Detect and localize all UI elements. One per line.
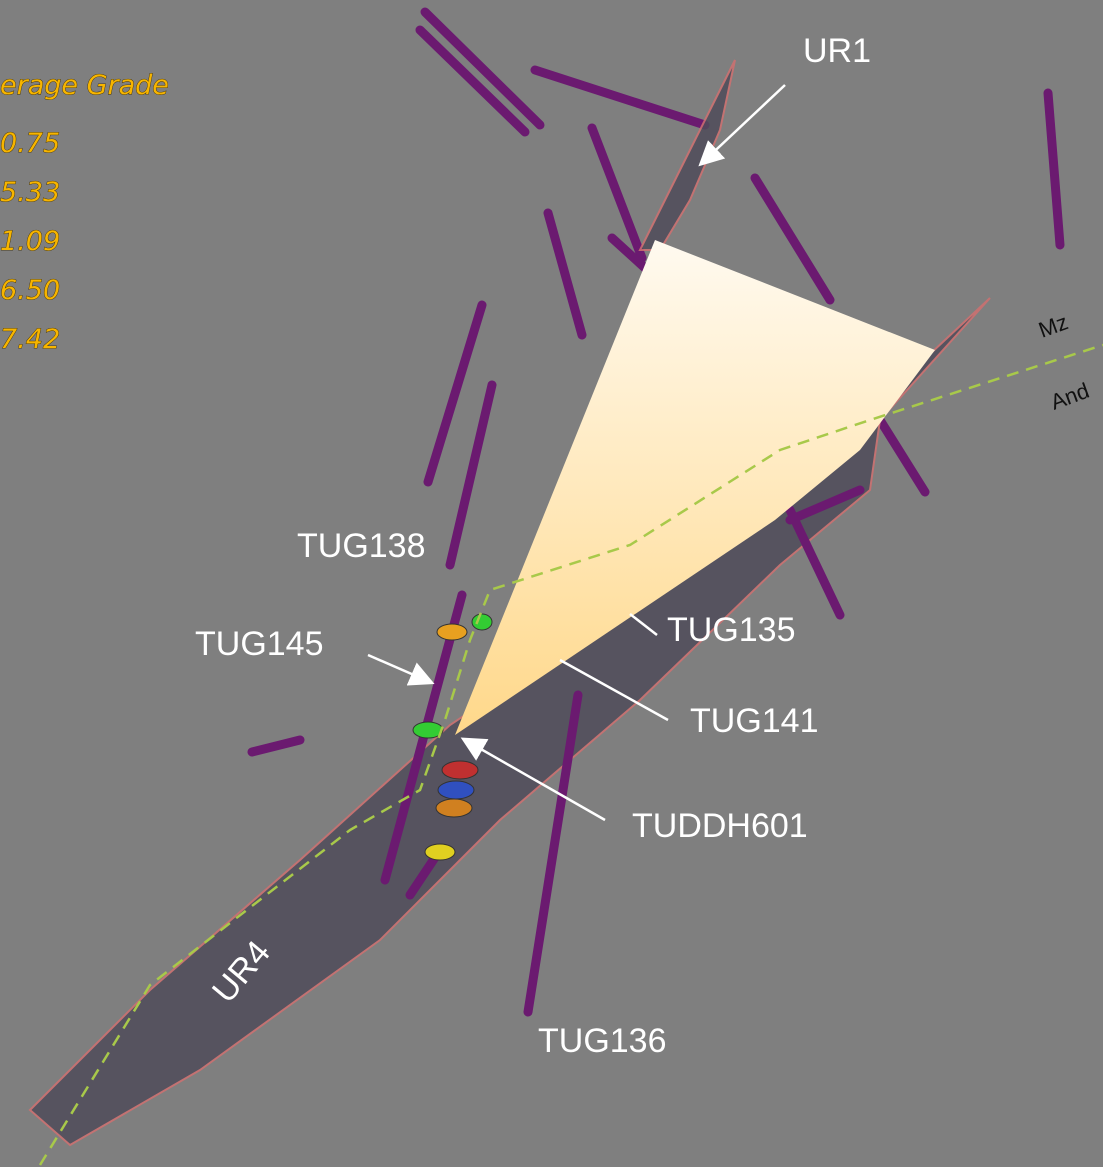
- contact-line: [38, 343, 1103, 1166]
- label: TUG141: [690, 702, 819, 740]
- grade-discs: [412, 613, 493, 861]
- legend-value: 0.75: [0, 128, 60, 159]
- ore-body: [455, 240, 935, 735]
- legend-value: 6.50: [0, 275, 60, 306]
- legend: erage Grade 0.75 5.33 1.09 6.50 7.42: [0, 70, 169, 356]
- legend-value: 5.33: [0, 177, 60, 208]
- legend-value: 1.09: [0, 226, 60, 257]
- legend-value: 7.42: [0, 324, 60, 355]
- label: TUDDH601: [632, 807, 808, 845]
- label: TUG135: [667, 611, 796, 649]
- drill-holes: [415, 7, 1065, 570]
- arrows: [367, 84, 786, 822]
- label: UR1: [803, 32, 871, 70]
- label: TUG145: [195, 625, 324, 663]
- legend-title: erage Grade: [0, 70, 169, 101]
- label: TUG138: [297, 527, 426, 565]
- label: TUG136: [538, 1022, 667, 1060]
